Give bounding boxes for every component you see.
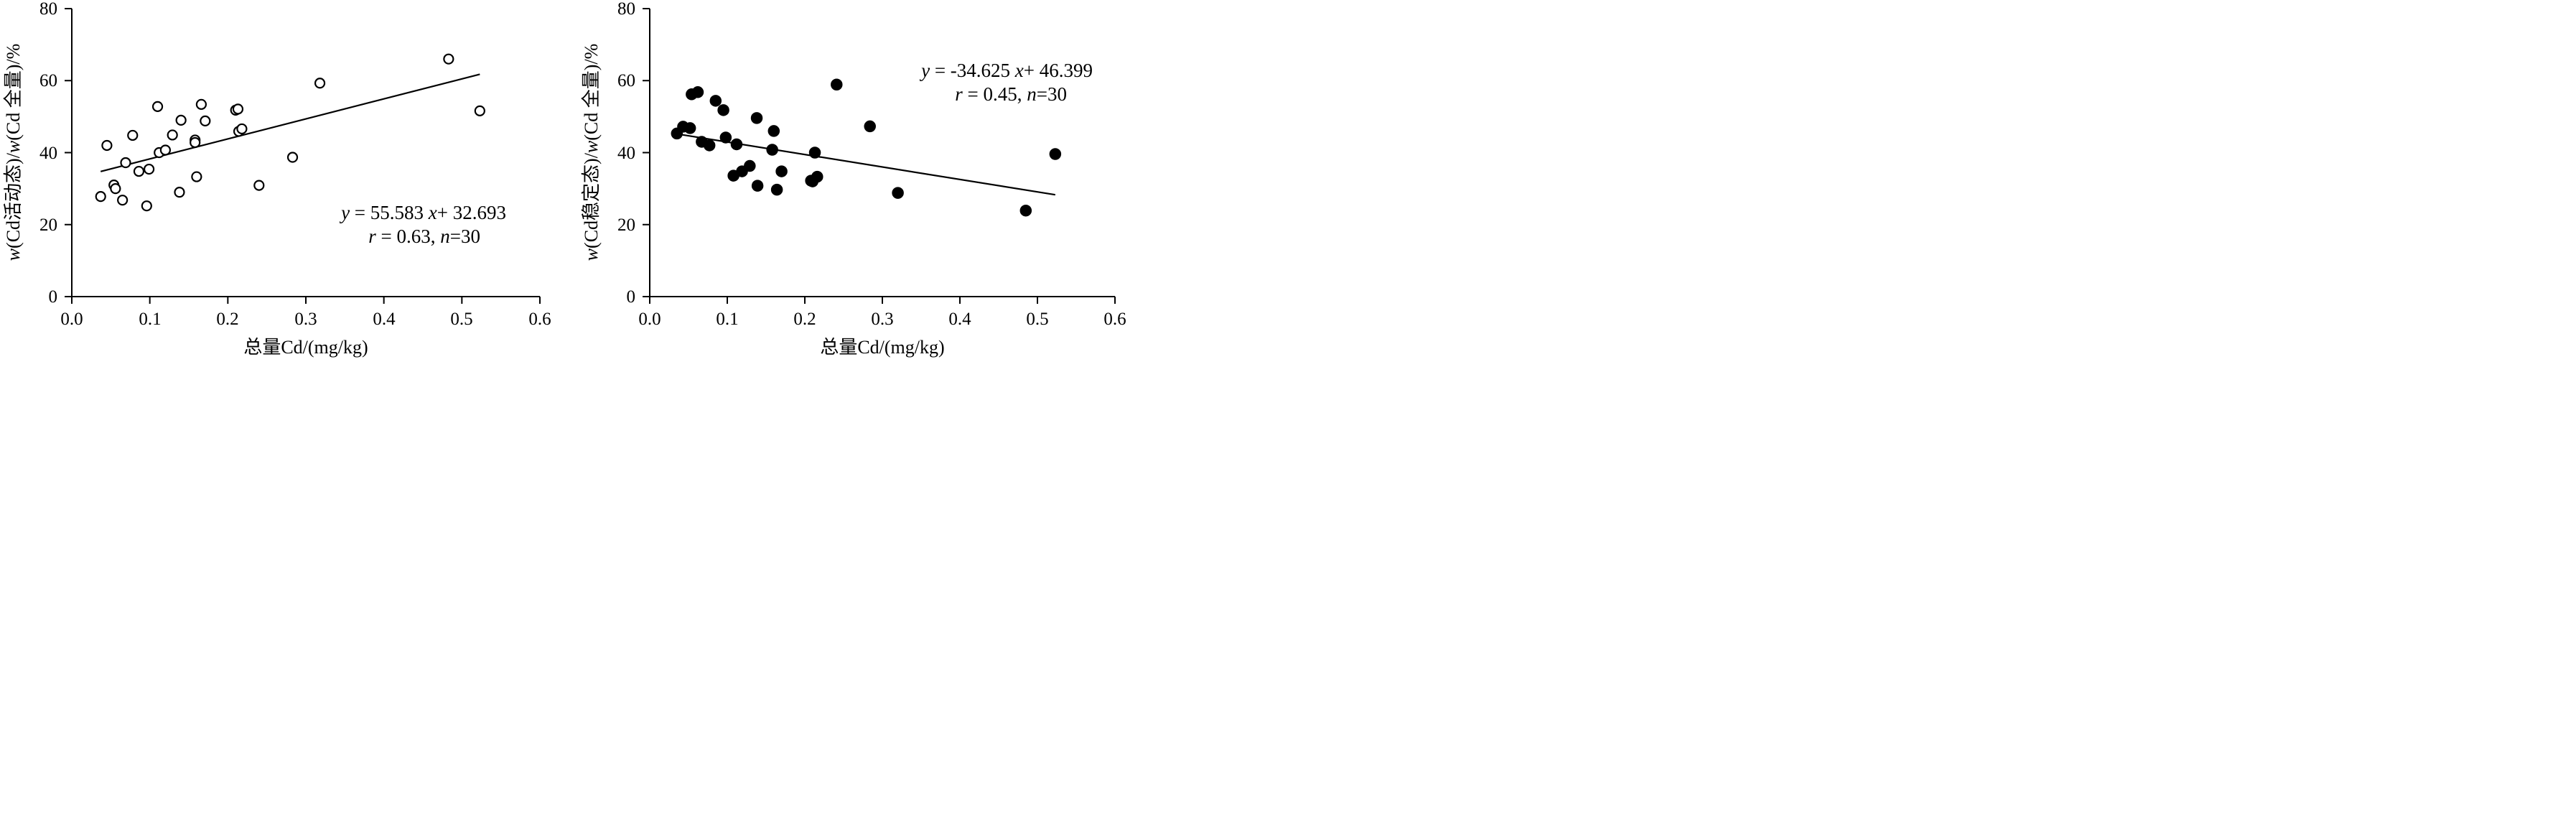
left-data-point xyxy=(110,183,121,195)
right-data-point xyxy=(811,170,823,183)
right-regression-equation: y = -34.625 x+ 46.399 xyxy=(919,60,1093,81)
left-y-title-mid: (Cd活动态)/ xyxy=(3,152,24,248)
left-x-tick-label: 0.3 xyxy=(294,310,317,329)
left-regression-equation: y = 55.583 x+ 32.693 xyxy=(339,202,506,223)
left-y-tick-label: 0 xyxy=(49,287,58,307)
left-y-tick-label: 60 xyxy=(39,71,57,90)
right-data-point xyxy=(683,122,696,134)
right-data-point xyxy=(1019,204,1032,217)
right-x-tick-label: 0.3 xyxy=(871,310,893,329)
left-x-tick-label: 0.2 xyxy=(216,310,238,329)
left-data-point xyxy=(474,105,485,116)
left-y-tick-label: 20 xyxy=(39,215,57,235)
right-x-tick-label: 0.6 xyxy=(1103,310,1126,329)
left-data-point xyxy=(195,98,207,110)
left-y-tick-label: 80 xyxy=(39,0,57,19)
left-x-axis-title: 总量Cd/(mg/kg) xyxy=(243,337,368,358)
left-chart: 0 20 40 60 80 0.0 0.1 0.2 0.3 0.4 0.5 0.… xyxy=(3,0,551,358)
left-x-tick-label: 0.1 xyxy=(139,310,161,329)
left-data-point xyxy=(101,139,113,152)
right-data-point xyxy=(892,187,904,199)
left-y-title-tail: (Cd 全量)/% xyxy=(3,44,24,141)
right-y-tick-label: 40 xyxy=(617,144,635,163)
right-data-point xyxy=(831,78,843,91)
left-data-point xyxy=(151,101,164,112)
left-regression-stats: r = 0.63, n=30 xyxy=(368,226,480,247)
left-data-point xyxy=(443,53,454,65)
right-y-title-mid: (Cd稳定态)/ xyxy=(581,152,602,248)
right-y-title-w1: w xyxy=(581,248,602,261)
right-data-point xyxy=(744,159,756,172)
right-y-axis-title: w(Cd稳定态)/w(Cd 全量)/% xyxy=(581,44,602,261)
right-x-axis-title: 总量Cd/(mg/kg) xyxy=(820,337,944,358)
left-data-point xyxy=(174,187,185,198)
left-y-title-w2: w xyxy=(3,140,24,153)
right-x-tick-label: 0.1 xyxy=(716,310,738,329)
right-y-title-w2: w xyxy=(581,140,602,153)
right-data-point xyxy=(766,144,778,156)
left-data-point xyxy=(286,152,299,163)
left-data-point xyxy=(117,195,129,206)
left-x-tick-label: 0.0 xyxy=(60,310,83,329)
right-data-point xyxy=(770,183,783,196)
left-data-point xyxy=(191,171,202,182)
left-y-tick-label: 40 xyxy=(39,144,57,163)
left-data-point xyxy=(120,157,131,169)
right-data-point xyxy=(808,147,821,159)
left-x-tick-label: 0.4 xyxy=(373,310,396,329)
right-x-ticks: 0.0 0.1 0.2 0.3 0.4 0.5 0.6 xyxy=(638,310,1126,329)
left-x-ticks: 0.0 0.1 0.2 0.3 0.4 0.5 0.6 xyxy=(60,310,551,329)
right-data-point xyxy=(751,180,764,192)
left-x-tick-label: 0.6 xyxy=(528,310,551,329)
left-data-point xyxy=(167,129,178,141)
right-data-point xyxy=(717,104,729,116)
right-chart: 0 20 40 60 80 0.0 0.1 0.2 0.3 0.4 0.5 0.… xyxy=(581,0,1126,358)
left-x-tick-label: 0.5 xyxy=(450,310,472,329)
right-data-point xyxy=(703,139,716,152)
left-data-point xyxy=(200,115,211,126)
left-data-point xyxy=(253,180,265,191)
right-data-point xyxy=(1049,148,1062,160)
right-data-point xyxy=(775,165,788,177)
left-data-point xyxy=(314,78,326,89)
right-x-tick-label: 0.0 xyxy=(638,310,661,329)
right-data-point xyxy=(767,125,780,137)
right-y-tick-label: 0 xyxy=(627,287,636,307)
figure: 0 20 40 60 80 0.0 0.1 0.2 0.3 0.4 0.5 0.… xyxy=(3,0,1126,358)
right-y-title-tail: (Cd 全量)/% xyxy=(581,44,602,141)
right-y-tick-label: 60 xyxy=(617,71,635,90)
left-data-point xyxy=(95,191,106,203)
right-data-point xyxy=(709,95,722,107)
left-data-point xyxy=(141,200,152,212)
left-data-point xyxy=(190,136,201,149)
left-y-ticks: 0 20 40 60 80 xyxy=(39,0,57,307)
right-y-tick-label: 80 xyxy=(617,0,635,19)
right-x-tick-label: 0.5 xyxy=(1026,310,1048,329)
right-data-point xyxy=(864,120,876,133)
left-y-axis-title: w(Cd活动态)/w(Cd 全量)/% xyxy=(3,44,24,261)
right-x-tick-label: 0.4 xyxy=(948,310,971,329)
right-data-point xyxy=(750,112,763,124)
left-y-title-w1: w xyxy=(3,248,24,261)
left-data-point xyxy=(127,129,139,141)
right-x-tick-label: 0.2 xyxy=(793,310,816,329)
right-data-point xyxy=(719,131,732,144)
right-data-point xyxy=(691,86,704,98)
left-data-point xyxy=(159,144,171,156)
left-data-point xyxy=(143,163,155,175)
right-y-ticks: 0 20 40 60 80 xyxy=(617,0,635,307)
right-data-point xyxy=(730,138,743,151)
right-regression-stats: r = 0.45, n=30 xyxy=(955,83,1067,105)
left-data-point xyxy=(133,165,145,177)
left-data-point xyxy=(236,123,248,135)
left-data-point xyxy=(175,114,187,126)
left-data-point xyxy=(232,103,244,115)
right-y-tick-label: 20 xyxy=(617,215,635,235)
